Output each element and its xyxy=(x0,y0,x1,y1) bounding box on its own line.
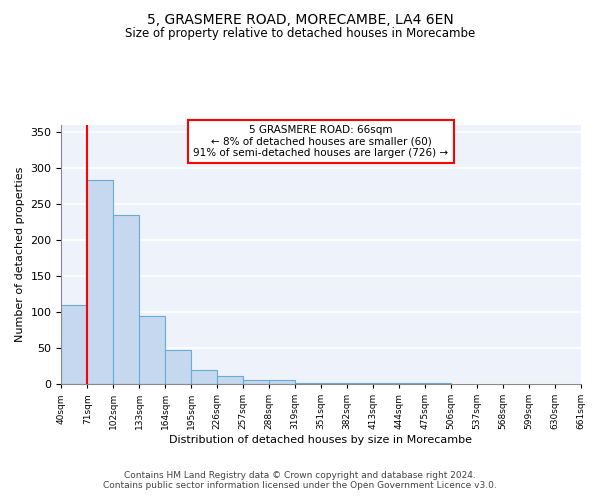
Bar xyxy=(139,316,165,384)
Text: Size of property relative to detached houses in Morecambe: Size of property relative to detached ho… xyxy=(125,28,475,40)
Bar xyxy=(88,180,113,384)
Bar xyxy=(217,376,243,384)
Bar xyxy=(61,305,88,384)
Bar xyxy=(191,370,217,384)
Bar xyxy=(113,215,139,384)
Text: Contains HM Land Registry data © Crown copyright and database right 2024.
Contai: Contains HM Land Registry data © Crown c… xyxy=(103,470,497,490)
X-axis label: Distribution of detached houses by size in Morecambe: Distribution of detached houses by size … xyxy=(169,435,472,445)
Y-axis label: Number of detached properties: Number of detached properties xyxy=(15,167,25,342)
Bar xyxy=(243,380,269,384)
Bar xyxy=(269,380,295,384)
Bar xyxy=(165,350,191,384)
Text: 5 GRASMERE ROAD: 66sqm
← 8% of detached houses are smaller (60)
91% of semi-deta: 5 GRASMERE ROAD: 66sqm ← 8% of detached … xyxy=(193,125,449,158)
Bar xyxy=(321,382,347,384)
Text: 5, GRASMERE ROAD, MORECAMBE, LA4 6EN: 5, GRASMERE ROAD, MORECAMBE, LA4 6EN xyxy=(146,12,454,26)
Bar xyxy=(295,382,321,384)
